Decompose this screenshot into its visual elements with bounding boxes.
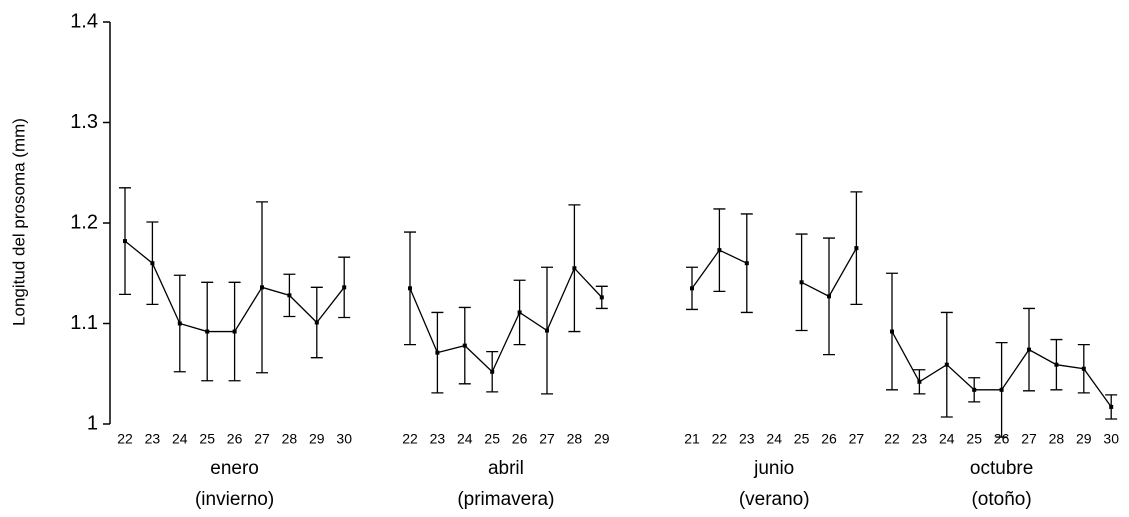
x-tick-label: 24 <box>172 431 188 447</box>
point <box>890 329 894 334</box>
x-tick-label: 25 <box>966 431 982 447</box>
x-tick-label: 22 <box>712 431 728 447</box>
point <box>799 280 804 285</box>
group-sublabel: (primavera) <box>457 489 554 510</box>
point <box>123 239 127 244</box>
point <box>490 369 495 374</box>
x-tick-label: 27 <box>849 431 865 447</box>
point <box>827 294 831 299</box>
group-sublabel: (verano) <box>739 489 810 510</box>
point <box>517 310 522 315</box>
x-tick-label: 28 <box>567 431 583 447</box>
x-tick-label: 24 <box>939 431 955 447</box>
x-tick-label: 25 <box>484 431 500 447</box>
y-tick-label: 1.3 <box>70 111 98 133</box>
x-tick-label: 22 <box>402 431 418 447</box>
point <box>854 246 859 251</box>
x-tick-label: 28 <box>282 431 298 447</box>
y-axis-label: Longitud del prosoma (mm) <box>9 118 28 326</box>
x-tick-label: 30 <box>336 431 352 447</box>
point <box>314 320 319 325</box>
x-tick-label: 28 <box>1049 431 1065 447</box>
point <box>690 286 694 291</box>
x-tick-label: 22 <box>884 431 900 447</box>
y-tick-label: 1 <box>87 412 98 434</box>
point <box>177 321 182 326</box>
x-tick-label: 26 <box>821 431 837 447</box>
x-tick-label: 27 <box>539 431 555 447</box>
point <box>972 387 977 392</box>
x-tick-label: 25 <box>199 431 215 447</box>
point <box>408 286 412 291</box>
point <box>462 343 467 348</box>
x-tick-label: 24 <box>766 431 782 447</box>
point <box>744 261 749 266</box>
point <box>717 248 722 253</box>
point <box>1027 347 1031 352</box>
x-tick-label: 27 <box>254 431 270 447</box>
x-tick-label: 23 <box>430 431 446 447</box>
x-tick-label: 23 <box>912 431 928 447</box>
group-label: enero <box>210 458 259 479</box>
point <box>599 295 604 300</box>
point <box>1054 362 1059 367</box>
point <box>1109 404 1114 409</box>
x-tick-label: 30 <box>1103 431 1119 447</box>
point <box>232 329 237 334</box>
x-tick-label: 24 <box>457 431 473 447</box>
y-tick-label: 1.2 <box>70 211 98 233</box>
x-tick-label: 26 <box>994 431 1010 447</box>
group-sublabel: (invierno) <box>195 489 274 510</box>
series-line <box>691 247 857 298</box>
x-tick-label: 26 <box>227 431 243 447</box>
y-tick-label: 1.1 <box>70 312 98 334</box>
point <box>435 350 440 355</box>
point <box>1081 366 1086 371</box>
point <box>260 285 264 290</box>
point <box>917 379 922 384</box>
point <box>287 293 292 298</box>
point <box>944 362 949 367</box>
x-tick-label: 29 <box>309 431 325 447</box>
group-sublabel: (otoño) <box>971 489 1031 510</box>
point <box>150 261 155 266</box>
x-tick-label: 29 <box>594 431 610 447</box>
x-tick-label: 27 <box>1021 431 1037 447</box>
x-tick-label: 25 <box>794 431 810 447</box>
series-line <box>409 267 603 373</box>
x-tick-label: 23 <box>739 431 755 447</box>
point <box>999 387 1004 392</box>
point <box>572 266 577 271</box>
x-tick-label: 22 <box>117 431 133 447</box>
group-label: junio <box>753 458 794 479</box>
x-tick-label: 21 <box>684 431 700 447</box>
group-label: octubre <box>970 458 1033 479</box>
point <box>205 329 210 334</box>
y-tick-label: 1.4 <box>70 10 98 32</box>
point <box>545 328 549 333</box>
group-label: abril <box>488 458 524 479</box>
x-tick-label: 29 <box>1076 431 1092 447</box>
x-tick-label: 26 <box>512 431 528 447</box>
point <box>342 285 347 290</box>
x-tick-label: 23 <box>145 431 161 447</box>
